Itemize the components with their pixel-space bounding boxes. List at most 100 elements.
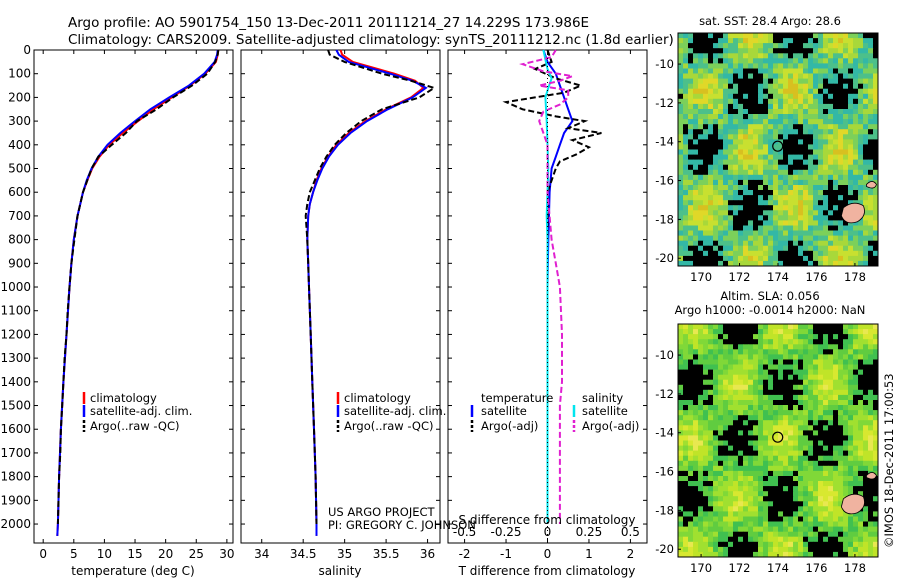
map-cell <box>758 159 764 166</box>
map-cell <box>848 240 854 247</box>
map-cell <box>758 516 764 522</box>
map-cell <box>783 531 789 538</box>
map-cell <box>718 476 724 482</box>
map-cell <box>758 83 764 90</box>
map-cell <box>833 109 839 115</box>
map-cell <box>723 445 729 452</box>
map-cell <box>793 63 799 69</box>
map-cell <box>833 359 839 365</box>
map-cell <box>703 33 709 39</box>
map-cell <box>683 83 689 90</box>
map-cell <box>863 415 869 421</box>
map-cell <box>688 48 694 54</box>
map-cell <box>873 369 879 376</box>
map-cell <box>733 460 739 467</box>
map-cell <box>778 53 784 59</box>
map-cell <box>873 200 879 206</box>
map-cell <box>813 526 819 533</box>
map-cell <box>723 159 729 166</box>
map-cell <box>873 516 879 522</box>
map-cell <box>708 68 714 74</box>
map-cell <box>758 103 764 110</box>
map-cell <box>803 339 809 345</box>
map-cell <box>803 455 809 462</box>
map-cell <box>788 195 794 201</box>
map-cell <box>728 129 734 135</box>
map-cell <box>853 63 859 69</box>
map-cell <box>753 526 759 533</box>
map-cell <box>828 205 834 211</box>
map-cell <box>778 486 784 492</box>
map-cell <box>843 486 849 492</box>
map-cell <box>773 405 779 411</box>
map-cell <box>793 33 799 39</box>
map-cell <box>733 103 739 110</box>
map-cell <box>848 230 854 236</box>
map-cell <box>788 440 794 446</box>
map-cell <box>768 78 774 85</box>
map-cell <box>868 450 874 457</box>
map-cell <box>838 83 844 90</box>
sla-map-land <box>840 472 877 515</box>
map-cell <box>688 235 694 242</box>
map-cell <box>858 369 864 376</box>
map-cell <box>853 354 859 360</box>
map-cell <box>753 109 759 115</box>
map-cell <box>768 501 774 507</box>
map-cell <box>743 109 749 115</box>
map-cell <box>798 185 804 191</box>
map-cell <box>858 164 864 171</box>
map-cell <box>758 88 764 95</box>
map-cell <box>683 139 689 145</box>
map-cell <box>768 230 774 236</box>
map-cell <box>858 455 864 462</box>
map-cell <box>818 119 824 125</box>
map-cell <box>853 129 859 135</box>
map-cell <box>803 93 809 100</box>
map-cell <box>773 190 779 196</box>
map-cell <box>813 255 819 262</box>
map-cell <box>713 470 719 477</box>
map-cell <box>743 516 749 522</box>
map-cell <box>773 339 779 345</box>
map-cell <box>833 536 839 543</box>
map-cell <box>713 496 719 502</box>
map-cell <box>758 476 764 482</box>
map-cell <box>868 48 874 54</box>
y-tick-label: 400 <box>8 138 31 152</box>
map-cell <box>703 344 709 350</box>
map-cell <box>843 134 849 140</box>
map-cell <box>693 344 699 350</box>
map-cell <box>798 93 804 100</box>
map-cell <box>703 440 709 446</box>
map-cell <box>833 369 839 376</box>
map-cell <box>868 389 874 396</box>
map-cell <box>748 541 754 548</box>
map-cell <box>763 43 769 49</box>
map-cell <box>678 58 684 64</box>
map-cell <box>823 531 829 538</box>
map-cell <box>693 455 699 462</box>
map-cell <box>698 389 704 396</box>
map-cell <box>748 38 754 44</box>
map-cell <box>808 536 814 543</box>
map-cell <box>678 511 684 517</box>
map-cell <box>713 455 719 462</box>
map-cell <box>693 33 699 39</box>
map-cell <box>718 225 724 231</box>
map-cell <box>678 410 684 416</box>
map-cell <box>758 129 764 135</box>
map-cell <box>823 450 829 457</box>
map-cell <box>793 159 799 166</box>
map-cell <box>703 83 709 90</box>
map-cell <box>813 344 819 350</box>
map-cell <box>788 88 794 95</box>
map-cell <box>678 195 684 201</box>
map-cell <box>793 329 799 335</box>
map-cell <box>783 465 789 472</box>
map-cell <box>838 364 844 370</box>
map-cell <box>838 33 844 39</box>
map-cell <box>733 536 739 543</box>
map-cell <box>868 33 874 39</box>
map-cell <box>688 410 694 416</box>
